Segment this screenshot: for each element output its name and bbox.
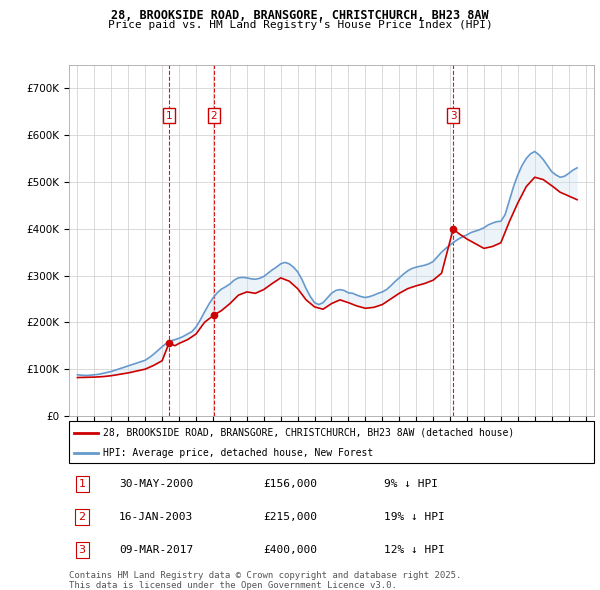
Text: 28, BROOKSIDE ROAD, BRANSGORE, CHRISTCHURCH, BH23 8AW (detached house): 28, BROOKSIDE ROAD, BRANSGORE, CHRISTCHU… <box>103 428 514 438</box>
Text: 09-MAR-2017: 09-MAR-2017 <box>119 545 193 555</box>
Text: HPI: Average price, detached house, New Forest: HPI: Average price, detached house, New … <box>103 448 373 457</box>
Text: 3: 3 <box>450 111 457 121</box>
Text: 3: 3 <box>79 545 86 555</box>
Text: £400,000: £400,000 <box>263 545 317 555</box>
Text: 28, BROOKSIDE ROAD, BRANSGORE, CHRISTCHURCH, BH23 8AW: 28, BROOKSIDE ROAD, BRANSGORE, CHRISTCHU… <box>111 9 489 22</box>
Text: 19% ↓ HPI: 19% ↓ HPI <box>384 512 445 522</box>
Text: 2: 2 <box>79 512 86 522</box>
Text: 30-MAY-2000: 30-MAY-2000 <box>119 479 193 489</box>
Text: 16-JAN-2003: 16-JAN-2003 <box>119 512 193 522</box>
Text: 9% ↓ HPI: 9% ↓ HPI <box>384 479 438 489</box>
Text: 2: 2 <box>211 111 217 121</box>
Text: £215,000: £215,000 <box>263 512 317 522</box>
Text: This data is licensed under the Open Government Licence v3.0.: This data is licensed under the Open Gov… <box>69 581 397 589</box>
Text: 1: 1 <box>166 111 172 121</box>
Text: Price paid vs. HM Land Registry's House Price Index (HPI): Price paid vs. HM Land Registry's House … <box>107 20 493 30</box>
Text: £156,000: £156,000 <box>263 479 317 489</box>
Text: 12% ↓ HPI: 12% ↓ HPI <box>384 545 445 555</box>
Text: 1: 1 <box>79 479 86 489</box>
Text: Contains HM Land Registry data © Crown copyright and database right 2025.: Contains HM Land Registry data © Crown c… <box>69 571 461 580</box>
